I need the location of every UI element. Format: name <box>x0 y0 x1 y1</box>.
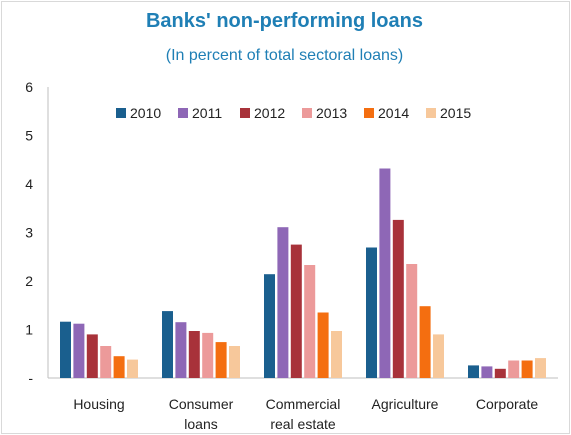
y-tick-labels: - 1 2 3 4 5 6 <box>25 79 33 386</box>
y-tick-label: 1 <box>25 322 33 338</box>
bar-2012-0 <box>86 334 98 378</box>
bar-2010-4 <box>468 365 479 378</box>
y-tick-label: 6 <box>25 79 33 95</box>
bar-2015-0 <box>127 359 138 378</box>
bar-2010-2 <box>264 274 275 378</box>
chart-subtitle: (In percent of total sectoral loans) <box>165 47 404 64</box>
bar-2015-1 <box>229 346 240 378</box>
bar-2015-4 <box>535 358 546 378</box>
legend-label-2011: 2011 <box>192 105 222 121</box>
legend-swatch-2011 <box>178 108 188 118</box>
bar-2011-0 <box>73 323 85 378</box>
y-tick-label: 3 <box>25 225 33 241</box>
bar-2014-2 <box>317 312 329 378</box>
category-label: real estate <box>270 416 336 432</box>
y-tick-label: 4 <box>25 176 33 192</box>
bar-2014-4 <box>521 360 533 378</box>
bar-2011-4 <box>481 366 493 378</box>
bar-2012-1 <box>188 331 200 378</box>
bars <box>60 168 546 378</box>
legend-swatch-2015 <box>426 108 436 118</box>
category-label: Corporate <box>476 396 538 412</box>
category-label: Agriculture <box>372 396 439 412</box>
bar-2011-3 <box>379 168 391 378</box>
legend-swatch-2014 <box>364 108 374 118</box>
category-label: Housing <box>73 396 124 412</box>
bar-2015-3 <box>433 334 444 378</box>
legend-label-2013: 2013 <box>316 105 347 121</box>
chart-title: Banks' non-performing loans <box>145 10 423 32</box>
bar-2013-4 <box>508 360 520 378</box>
bar-2014-1 <box>215 342 227 378</box>
category-label: Commercial <box>266 396 341 412</box>
bar-2013-0 <box>100 346 112 378</box>
legend-label-2012: 2012 <box>254 105 285 121</box>
legend-label-2015: 2015 <box>440 105 471 121</box>
bar-2014-3 <box>419 306 431 378</box>
bar-2014-0 <box>113 356 125 378</box>
bar-2011-2 <box>277 227 289 378</box>
y-tick-label: - <box>28 370 33 386</box>
legend-label-2010: 2010 <box>130 105 161 121</box>
bar-2013-2 <box>304 265 316 378</box>
legend: 2010 2011 2012 2013 2014 2015 <box>116 105 471 121</box>
category-labels: Housing Consumer loans Commercial real estat… <box>73 396 538 432</box>
bar-2012-2 <box>290 244 302 378</box>
bar-2010-3 <box>366 247 377 378</box>
bar-2010-0 <box>60 321 71 378</box>
bar-2012-3 <box>392 219 404 378</box>
y-tick-label: 5 <box>25 128 33 144</box>
category-label: Consumer <box>169 396 234 412</box>
legend-swatch-2010 <box>116 108 126 118</box>
bar-2012-4 <box>494 368 506 378</box>
legend-swatch-2013 <box>302 108 312 118</box>
legend-swatch-2012 <box>240 108 250 118</box>
category-label: loans <box>184 416 217 432</box>
bar-2013-3 <box>406 264 418 378</box>
y-tick-label: 2 <box>25 273 33 289</box>
bar-2010-1 <box>162 311 173 378</box>
bar-2015-2 <box>331 331 342 378</box>
bar-2013-1 <box>202 332 214 378</box>
bar-2011-1 <box>175 322 187 378</box>
legend-label-2014: 2014 <box>378 105 409 121</box>
